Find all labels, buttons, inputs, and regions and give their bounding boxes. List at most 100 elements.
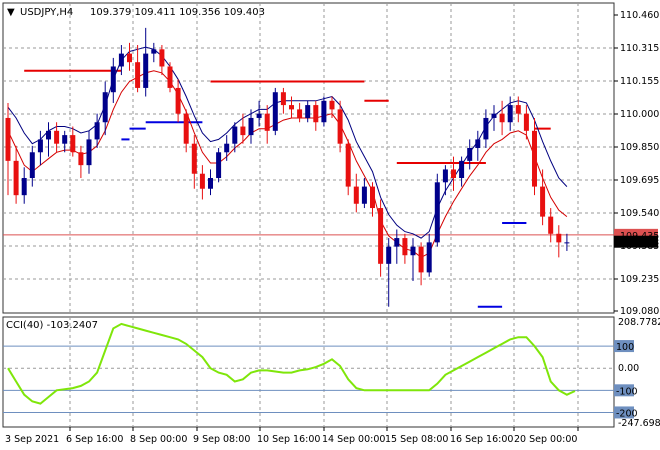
- cci-line: [7, 322, 576, 405]
- candle-body: [297, 109, 303, 118]
- price-tick-label: 109.235: [620, 274, 659, 285]
- candle-body: [475, 139, 481, 148]
- price-tick-label: 109.080: [620, 306, 659, 317]
- time-axis: 3 Sep 2021 6 Sep 16:00 8 Sep 00:00 9 Sep 08…: [5, 427, 579, 445]
- candle-body: [13, 160, 19, 196]
- candle-body: [337, 109, 343, 144]
- candle-body: [86, 139, 92, 166]
- price-tick-label: 109.695: [620, 175, 659, 186]
- candle-body: [264, 113, 270, 131]
- price-tick-label: 110.315: [620, 43, 659, 54]
- candle-body: [118, 53, 124, 67]
- time-tick-label: 15 Sep 08:00: [385, 434, 448, 445]
- candle-body: [321, 100, 327, 123]
- candle-body: [410, 246, 416, 256]
- price-tick-label: 110.460: [620, 10, 659, 21]
- candle-body: [208, 178, 213, 189]
- cci-level-tag: [614, 406, 634, 419]
- price-tick-label: 109.540: [620, 208, 659, 219]
- candle-body: [418, 246, 424, 273]
- upper-band-line: [7, 46, 568, 239]
- time-tick-label: 8 Sep 00:00: [130, 434, 187, 445]
- candle-body: [29, 152, 35, 179]
- candle-body: [329, 100, 335, 110]
- candle-body: [248, 117, 254, 136]
- time-tick-label: 9 Sep 08:00: [193, 434, 250, 445]
- candle-body: [127, 53, 132, 63]
- candle-body: [361, 186, 367, 204]
- candle-body: [451, 169, 456, 179]
- candle-body: [532, 130, 537, 187]
- candle-body: [54, 130, 60, 144]
- cci-axis: 208.7782 100 0.00 -100 -200-247.6987: [614, 317, 660, 429]
- candle-body: [370, 186, 375, 209]
- cci-tick-label: 208.7782: [618, 317, 660, 328]
- price-tick-label: 109.850: [620, 142, 659, 153]
- candle-body: [167, 66, 173, 88]
- candle-body: [143, 53, 149, 88]
- candle-body: [46, 130, 51, 140]
- candle-body: [256, 113, 262, 118]
- candle-body: [199, 173, 205, 189]
- candle-body: [305, 105, 311, 118]
- candle-body: [378, 208, 384, 264]
- time-tick-label: 20 Sep 00:00: [514, 434, 577, 445]
- cci-pane-frame: [2, 316, 615, 428]
- candle-body: [442, 169, 448, 183]
- current-price-tag-label: 109.403: [620, 238, 659, 249]
- candle-body: [272, 92, 278, 131]
- cci-level-tag: [614, 384, 634, 397]
- candle-body: [523, 113, 529, 131]
- candle-body: [515, 105, 521, 114]
- candle-body: [37, 139, 43, 153]
- candle-body: [467, 147, 473, 161]
- candle-body: [483, 117, 489, 140]
- price-pane-frame: [2, 2, 615, 314]
- candle-body: [151, 49, 157, 54]
- candle-body: [289, 105, 294, 110]
- candle-body: [135, 62, 141, 88]
- candle-body: [313, 105, 319, 123]
- candle-body: [491, 113, 497, 118]
- candle-body: [386, 246, 392, 264]
- candle-body: [110, 66, 116, 93]
- candle-body: [280, 92, 286, 106]
- lower-band-line: [7, 70, 568, 258]
- cci-level-tag-label: -100: [616, 386, 638, 397]
- ohlc-readout: 109.379 109.411 109.356 109.403: [90, 7, 265, 18]
- candle-body: [402, 238, 408, 256]
- candle-body: [21, 178, 27, 196]
- candle-body: [224, 143, 230, 153]
- current-price-tag: [614, 235, 658, 248]
- candle-body: [183, 113, 189, 144]
- candle-body: [345, 143, 351, 187]
- candle-body: [102, 92, 108, 123]
- candle-body: [240, 126, 246, 136]
- candle-body: [70, 135, 76, 153]
- time-tick-label: 6 Sep 16:00: [66, 434, 123, 445]
- time-tick-label: 14 Sep 00:00: [322, 434, 385, 445]
- price-axis: 110.460 110.315 110.155 110.000 109.850 109.6…: [614, 10, 659, 317]
- candle-body: [540, 186, 546, 217]
- candle-body: [159, 49, 165, 67]
- candle-body: [191, 143, 197, 174]
- candle-body: [426, 242, 432, 273]
- cci-level-tag: [614, 340, 634, 353]
- candle-body: [564, 242, 570, 244]
- symbol-timeframe-label: USDJPY,H4: [20, 7, 73, 18]
- candle-body: [175, 87, 181, 114]
- candle-body: [232, 126, 238, 144]
- price-tick-label: 110.000: [620, 109, 659, 120]
- cci-level-tag-label: -200: [616, 408, 638, 419]
- candle-body: [62, 135, 68, 144]
- collapse-triangle-icon[interactable]: ▼: [7, 7, 15, 18]
- candle-body: [5, 117, 11, 161]
- candle-body: [548, 216, 554, 234]
- candle-body: [94, 122, 100, 140]
- price-series: [3, 27, 614, 308]
- cci-grid: [3, 317, 614, 427]
- time-tick-label: 16 Sep 16:00: [450, 434, 513, 445]
- candle-body: [394, 238, 400, 247]
